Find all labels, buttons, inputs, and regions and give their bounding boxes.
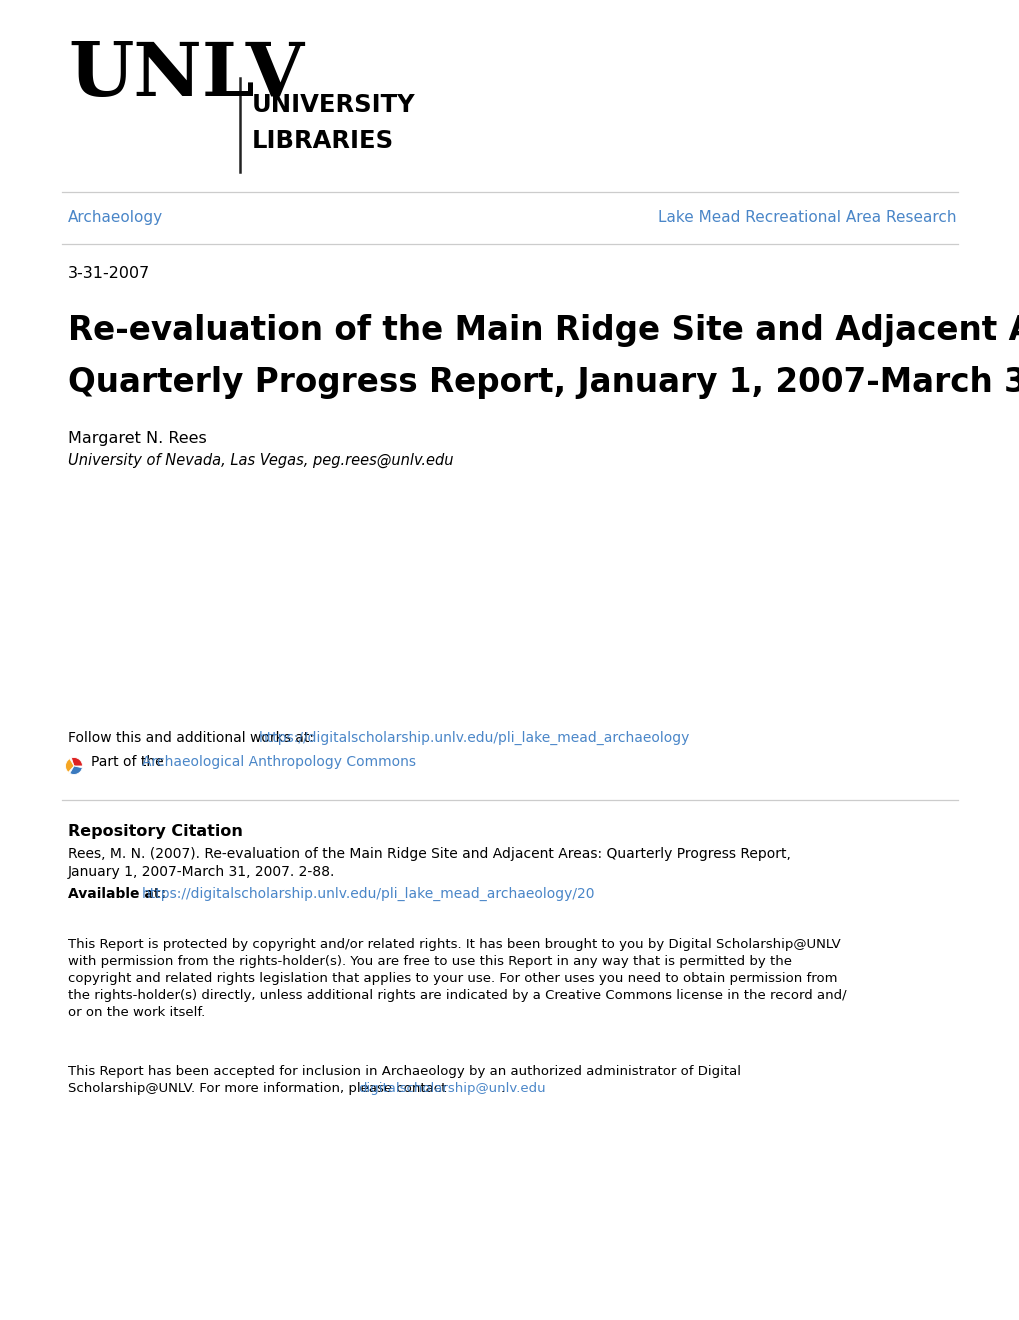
- Text: copyright and related rights legislation that applies to your use. For other use: copyright and related rights legislation…: [68, 972, 837, 985]
- Text: Re-evaluation of the Main Ridge Site and Adjacent Areas:: Re-evaluation of the Main Ridge Site and…: [68, 314, 1019, 347]
- Text: January 1, 2007-March 31, 2007. 2-88.: January 1, 2007-March 31, 2007. 2-88.: [68, 865, 335, 879]
- Text: UNIVERSITY: UNIVERSITY: [252, 92, 415, 117]
- Text: Follow this and additional works at:: Follow this and additional works at:: [68, 731, 318, 744]
- Text: University of Nevada, Las Vegas, peg.rees@unlv.edu: University of Nevada, Las Vegas, peg.ree…: [68, 453, 453, 469]
- Text: 3-31-2007: 3-31-2007: [68, 267, 150, 281]
- Text: This Report is protected by copyright and/or related rights. It has been brought: This Report is protected by copyright an…: [68, 939, 840, 950]
- Text: Scholarship@UNLV. For more information, please contact: Scholarship@UNLV. For more information, …: [68, 1082, 450, 1096]
- Text: Rees, M. N. (2007). Re-evaluation of the Main Ridge Site and Adjacent Areas: Qua: Rees, M. N. (2007). Re-evaluation of the…: [68, 847, 790, 861]
- Wedge shape: [65, 759, 74, 772]
- Text: Repository Citation: Repository Citation: [68, 824, 243, 840]
- Text: Quarterly Progress Report, January 1, 2007-March 31, 2007: Quarterly Progress Report, January 1, 20…: [68, 366, 1019, 399]
- Text: Part of the: Part of the: [91, 755, 168, 770]
- Text: UNLV: UNLV: [68, 40, 304, 112]
- Text: digitalscholarship@unlv.edu: digitalscholarship@unlv.edu: [358, 1082, 545, 1096]
- Text: or on the work itself.: or on the work itself.: [68, 1006, 205, 1019]
- Text: Archaeological Anthropology Commons: Archaeological Anthropology Commons: [142, 755, 416, 770]
- Text: Lake Mead Recreational Area Research: Lake Mead Recreational Area Research: [658, 210, 956, 224]
- Text: This Report has been accepted for inclusion in Archaeology by an authorized admi: This Report has been accepted for inclus…: [68, 1065, 740, 1078]
- Wedge shape: [71, 758, 83, 766]
- Wedge shape: [69, 766, 83, 775]
- Text: https://digitalscholarship.unlv.edu/pli_lake_mead_archaeology: https://digitalscholarship.unlv.edu/pli_…: [259, 731, 690, 746]
- Text: https://digitalscholarship.unlv.edu/pli_lake_mead_archaeology/20: https://digitalscholarship.unlv.edu/pli_…: [142, 887, 595, 902]
- Text: the rights-holder(s) directly, unless additional rights are indicated by a Creat: the rights-holder(s) directly, unless ad…: [68, 989, 846, 1002]
- Text: Archaeology: Archaeology: [68, 210, 163, 224]
- Text: LIBRARIES: LIBRARIES: [252, 129, 393, 153]
- Text: Margaret N. Rees: Margaret N. Rees: [68, 432, 207, 446]
- Text: with permission from the rights-holder(s). You are free to use this Report in an: with permission from the rights-holder(s…: [68, 954, 791, 968]
- Text: .: .: [500, 1082, 504, 1096]
- Text: Available at:: Available at:: [68, 887, 171, 902]
